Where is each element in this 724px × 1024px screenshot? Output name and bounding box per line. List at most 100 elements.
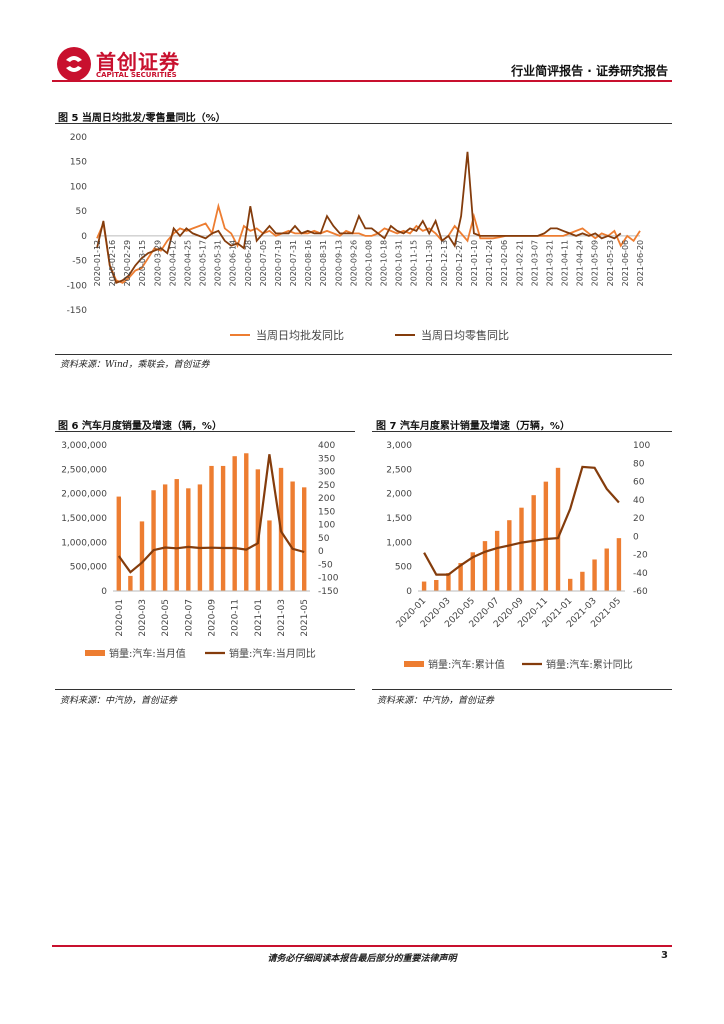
fig6-source: 资料来源：中汽协，首创证券 <box>60 696 178 706</box>
fig7-legend-bar-label: 销量:汽车:累计值 <box>428 658 505 671</box>
fig6-legend-bar-swatch <box>85 650 105 656</box>
fig6-bar <box>302 487 307 591</box>
fig6-bottom-rule <box>55 689 355 690</box>
fig7-bottom-rule <box>372 689 672 690</box>
fig5-x-tick: 2021-01-24 <box>485 240 494 287</box>
fig6-right-tick: 300 <box>318 468 335 478</box>
fig6-left-tick: 2,000,000 <box>61 490 107 500</box>
fig5-x-tick: 2020-08-31 <box>319 240 328 287</box>
fig5-x-tick: 2021-04-24 <box>576 240 585 287</box>
fig6-left-tick: 1,500,000 <box>61 514 107 524</box>
fig5-x-tick: 2020-10-08 <box>365 240 374 287</box>
fig6-right-tick: 100 <box>318 521 335 531</box>
fig6-bar <box>186 488 191 591</box>
fig6-right-tick: 350 <box>318 454 335 464</box>
fig5-x-tick: 2020-06-28 <box>244 240 253 287</box>
fig7-left-tick: 500 <box>395 563 412 573</box>
fig6-bar <box>232 456 237 591</box>
fig6-right-tick: 200 <box>318 494 335 504</box>
fig6-bar <box>220 465 226 591</box>
fig6-bar <box>209 465 214 591</box>
fig6-bar <box>139 521 145 591</box>
fig6-chart: 3,000,000 2,500,000 2,000,000 1,500,000 1,00… <box>61 441 339 660</box>
fig7-right-tick: -20 <box>633 551 648 561</box>
fig7-bar <box>555 467 561 591</box>
fig5-x-tick: 2020-07-19 <box>274 240 283 287</box>
fig7-bar <box>519 507 524 591</box>
logo-icon <box>57 47 91 81</box>
fig7-bar <box>531 495 536 591</box>
fig7-bar <box>592 559 597 591</box>
fig7-bar <box>543 481 549 591</box>
fig5-x-tick: 2020-03-15 <box>138 240 147 287</box>
fig5-y-tick: 200 <box>70 133 87 143</box>
logo-en: CAPITAL SECURITIES <box>96 71 177 79</box>
fig7-bar <box>458 563 463 591</box>
fig5-x-tick: 2020-07-05 <box>259 240 268 287</box>
fig5-x-tick: 2020-04-12 <box>168 240 177 286</box>
fig6-left-tick: 2,500,000 <box>61 465 107 475</box>
fig7-right-tick: 100 <box>633 441 650 451</box>
fig6-growth-line <box>117 454 305 574</box>
fig5-x-tick: 2020-05-31 <box>214 240 223 287</box>
fig5-x-tick: 2021-02-21 <box>515 240 524 287</box>
fig5-y-tick: -50 <box>72 257 87 267</box>
fig6-x-tick: 2021-01 <box>254 599 264 637</box>
fig7-right-tick: 80 <box>633 459 645 469</box>
fig7-left-tick: 1,000 <box>386 538 412 548</box>
fig5-y-tick: 0 <box>81 232 87 242</box>
fig5-bottom-rule <box>55 354 672 355</box>
fig6-x-tick: 2020-09 <box>208 599 218 637</box>
fig6-left-tick: 3,000,000 <box>61 441 107 451</box>
fig7-bar <box>507 520 512 591</box>
fig5-x-tick: 2020-07-31 <box>289 240 298 287</box>
fig6-left-tick: 0 <box>101 587 107 597</box>
fig7-right-tick: 20 <box>633 514 645 524</box>
fig5-x-tick: 2020-11-30 <box>425 240 434 287</box>
fig7-left-tick: 3,000 <box>386 441 412 451</box>
fig5-x-tick: 2020-02-29 <box>123 240 132 287</box>
fig6-bar <box>116 496 121 591</box>
fig6-legend-line-label: 销量:汽车:当月同比 <box>229 647 316 660</box>
logo: 首创证券 CAPITAL SECURITIES <box>56 46 206 82</box>
fig5-x-tick: 2020-10-31 <box>395 240 404 287</box>
fig6-bar <box>151 490 156 591</box>
fig7-source: 资料来源：中汽协，首创证券 <box>377 696 495 706</box>
fig7-left-tick: 0 <box>406 587 412 597</box>
fig7-right-tick: -60 <box>633 587 648 597</box>
fig7-bar <box>434 580 439 591</box>
fig6-left-tick: 500,000 <box>70 563 107 573</box>
fig5-x-tick: 2020-04-25 <box>184 240 193 287</box>
fig5-legend-label: 当周日均批发同比 <box>256 328 344 342</box>
fig6-right-tick: -150 <box>318 587 339 597</box>
fig7-bar <box>568 578 573 591</box>
fig7-bar <box>421 581 427 591</box>
fig6-bar <box>244 453 249 591</box>
fig7-growth-line <box>423 465 620 576</box>
fig6-bar <box>197 484 203 591</box>
page-number: 3 <box>661 950 668 961</box>
fig5-x-tick: 2021-03-21 <box>546 240 555 287</box>
fig5-x-tick: 2020-11-15 <box>410 240 419 287</box>
fig7-bar <box>494 530 500 591</box>
fig6-right-tick: 150 <box>318 507 335 517</box>
fig6-right-tick: 0 <box>318 547 324 557</box>
fig5-x-tick: 2021-06-06 <box>621 240 630 287</box>
fig5-y-tick: -150 <box>67 306 88 316</box>
fig5-x-tick: 2020-02-16 <box>108 240 117 286</box>
fig5-source: 资料来源：Wind，乘联会，首创证券 <box>60 360 210 370</box>
fig7-title: 图 7 汽车月度累计销量及增速（万辆，%） <box>376 421 570 432</box>
fig6-top-rule <box>55 431 355 432</box>
fig5-x-tick: 2020-08-16 <box>304 240 313 287</box>
fig5-legend-label: 当周日均零售同比 <box>421 328 509 342</box>
fig7-bar <box>446 573 451 591</box>
fig7-bar <box>482 541 488 591</box>
fig5-y-tick: 100 <box>70 182 87 192</box>
fig5-top-rule <box>55 123 672 124</box>
fig5-y-tick: 150 <box>70 158 87 168</box>
fig5-y-tick: 50 <box>76 207 88 217</box>
fig6-bar <box>128 575 133 591</box>
fig6-right-tick: -50 <box>318 560 333 570</box>
fig6-title: 图 6 汽车月度销量及增速（辆，%） <box>58 421 222 432</box>
fig6-x-tick: 2020-05 <box>161 599 171 637</box>
